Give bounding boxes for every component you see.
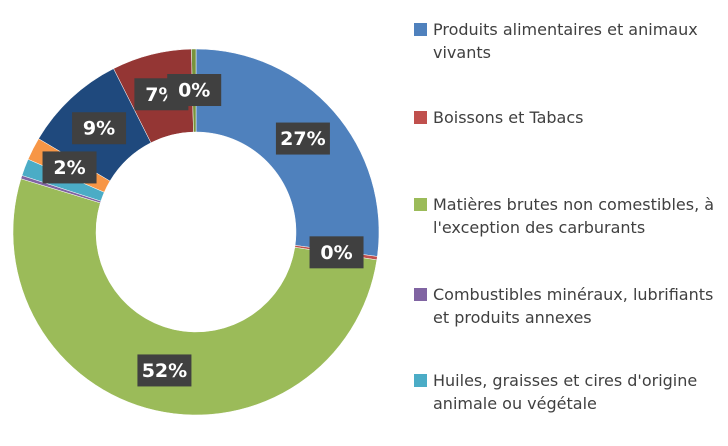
data-label: 27% <box>275 122 330 155</box>
legend-label: Produits alimentaires et animaux vivants <box>433 20 698 62</box>
data-label: 0% <box>167 74 222 107</box>
data-label-text: 52% <box>142 360 187 382</box>
data-label-box <box>167 74 222 107</box>
data-label-box <box>72 112 127 145</box>
legend-label: Boissons et Tabacs <box>433 108 584 127</box>
donut-segment <box>12 178 378 416</box>
data-label-text: 27% <box>280 128 325 150</box>
legend-swatch <box>414 288 427 301</box>
legend-item: Combustibles minéraux, lubrifiants et pr… <box>414 283 724 329</box>
legend-label: Huiles, graisses et cires d'origine anim… <box>433 371 698 413</box>
data-label-text: 0% <box>320 242 352 264</box>
data-label: 0% <box>309 236 364 269</box>
legend-item: Produits alimentaires et animaux vivants <box>414 18 724 64</box>
data-label-box <box>137 354 192 387</box>
data-label-text: 9% <box>83 118 115 140</box>
legend-swatch <box>414 23 427 36</box>
data-label: 52% <box>137 354 192 387</box>
legend-label: Matières brutes non comestibles, à l'exc… <box>433 195 715 237</box>
legend-swatch <box>414 198 427 211</box>
data-label-box <box>309 236 364 269</box>
legend-label: Combustibles minéraux, lubrifiants et pr… <box>433 285 714 327</box>
legend-swatch <box>414 374 427 387</box>
legend-item: Boissons et Tabacs <box>414 106 724 129</box>
data-label-box <box>275 122 330 155</box>
legend-item: Matières brutes non comestibles, à l'exc… <box>414 193 724 239</box>
data-label-text: 2% <box>53 157 85 179</box>
legend-item: Huiles, graisses et cires d'origine anim… <box>414 369 724 415</box>
data-label: 9% <box>72 112 127 145</box>
legend-swatch <box>414 111 427 124</box>
data-label-box <box>42 151 97 184</box>
data-label: 2% <box>42 151 97 184</box>
data-label-text: 0% <box>178 80 210 102</box>
